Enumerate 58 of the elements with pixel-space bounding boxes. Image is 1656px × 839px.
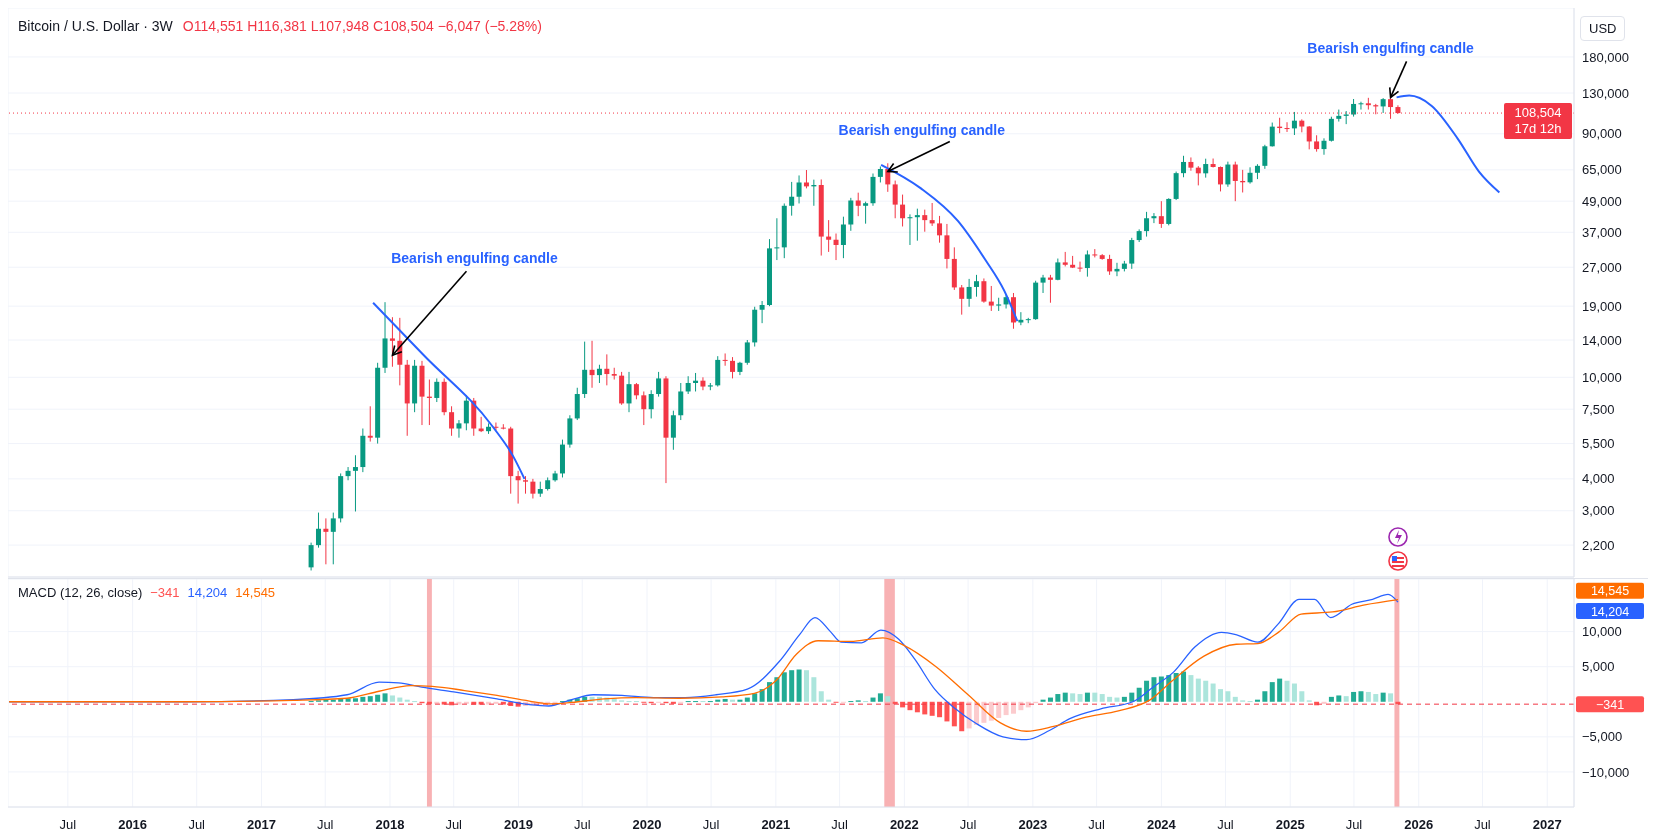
annotation: −341: [150, 585, 180, 600]
x-tick-label: 2026: [1404, 817, 1434, 832]
annotation: Bearish engulfing candle: [1307, 40, 1475, 57]
y-tick-label: 2,200: [1582, 537, 1615, 553]
annotation: 14,204: [187, 585, 228, 600]
y-tick-label: 5,000: [1582, 659, 1615, 675]
y-tick-label: 14,000: [1582, 332, 1622, 348]
text: −341: [1595, 697, 1625, 712]
y-tick-label: 130,000: [1582, 85, 1629, 101]
x-tick-label: Jul: [1474, 817, 1491, 832]
x-tick-label: 2023: [1018, 817, 1048, 832]
x-tick-label: Jul: [316, 817, 334, 832]
x-tick-label: Jul: [959, 817, 977, 832]
x-tick-label: 2020: [632, 817, 662, 832]
x-tick-label: Jul: [1088, 817, 1106, 832]
ref-line-label: 108,504: [1514, 105, 1562, 121]
annotation: Bearish engulfing candle: [838, 121, 1006, 138]
y-tick-label: 37,000: [1582, 224, 1622, 240]
x-tick-label: 2021: [761, 817, 791, 832]
x-tick-label: Jul: [831, 817, 848, 832]
annotation: 14,545: [235, 585, 276, 600]
text: O114,551 H116,381 L107,948 C108,504 −6,047 (−5.28%): [182, 18, 542, 34]
y-tick-label: 49,000: [1582, 193, 1622, 209]
x-tick-label: 2024: [1146, 817, 1177, 832]
y-tick-label: 65,000: [1582, 162, 1622, 178]
x-tick-label: 2019: [504, 817, 533, 832]
x-tick-label: Jul: [445, 817, 463, 832]
x-tick-label: 2017: [247, 817, 276, 832]
y-axis-title: USD: [1580, 16, 1626, 41]
x-tick-label: Jul: [573, 817, 591, 832]
y-tick-label: 3,000: [1582, 503, 1615, 519]
x-tick-label: 2022: [889, 817, 919, 832]
x-tick-label: Jul: [702, 817, 720, 832]
x-tick-label: 2018: [375, 817, 405, 832]
y-tick-label: 180,000: [1582, 49, 1629, 65]
x-tick-label: Jul: [188, 817, 206, 832]
x-tick-label: Jul: [1345, 817, 1363, 832]
x-tick-label: 2016: [118, 817, 148, 832]
y-tick-label: 5,500: [1582, 436, 1615, 452]
text: 14,545: [1590, 584, 1630, 599]
y-tick-label: −10,000: [1582, 764, 1630, 780]
y-tick-label: 10,000: [1582, 624, 1622, 640]
x-tick-label: Jul: [1217, 817, 1234, 832]
x-tick-label: 2025: [1275, 817, 1305, 832]
y-tick-label: 27,000: [1582, 259, 1622, 275]
y-tick-label: 7,500: [1582, 401, 1615, 417]
text: MACD (12, 26, close): [18, 585, 143, 600]
text: 14,204: [1590, 604, 1630, 619]
y-tick-label: −5,000: [1582, 729, 1623, 745]
annotation: Bearish engulfing candle: [391, 250, 558, 267]
annotation: 17d 12h: [1514, 121, 1562, 137]
x-tick-label: Jul: [59, 817, 77, 832]
y-tick-label: 10,000: [1582, 369, 1622, 385]
y-tick-label: 19,000: [1582, 298, 1622, 314]
y-tick-label: 4,000: [1582, 471, 1615, 487]
y-tick-label: 90,000: [1582, 126, 1622, 142]
x-tick-label: 2027: [1532, 817, 1562, 832]
text: Bitcoin / U.S. Dollar · 3W: [18, 18, 173, 34]
